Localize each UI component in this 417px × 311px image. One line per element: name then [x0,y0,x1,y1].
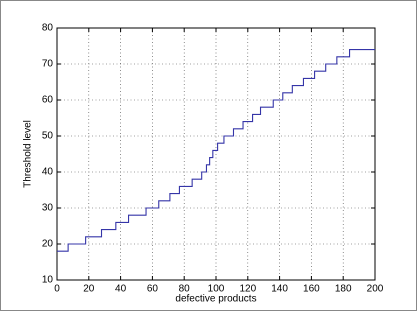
data-line [57,49,375,252]
x-tick-label: 60 [147,284,159,295]
x-tick-label: 180 [335,284,352,295]
y-axis-label: Threshold level [23,120,34,188]
y-tick-label: 30 [42,203,54,214]
x-tick-label: 20 [83,284,95,295]
y-tick-label: 10 [42,275,54,286]
axes-box [56,27,376,281]
x-tick-label: 0 [54,284,60,295]
y-tick-label: 50 [42,131,54,142]
x-axis-label: defective products [175,294,256,305]
x-tick-label: 140 [271,284,288,295]
y-tick-label: 60 [42,95,54,106]
x-tick-label: 40 [115,284,127,295]
x-tick-label: 80 [179,284,191,295]
y-tick-label: 70 [42,59,54,70]
y-tick-label: 40 [42,167,54,178]
x-tick-label: 100 [208,284,225,295]
x-tick-label: 120 [239,284,256,295]
x-tick-label: 200 [367,284,384,295]
y-tick-label: 80 [42,23,54,34]
y-tick-label: 20 [42,239,54,250]
x-tick-label: 160 [303,284,320,295]
